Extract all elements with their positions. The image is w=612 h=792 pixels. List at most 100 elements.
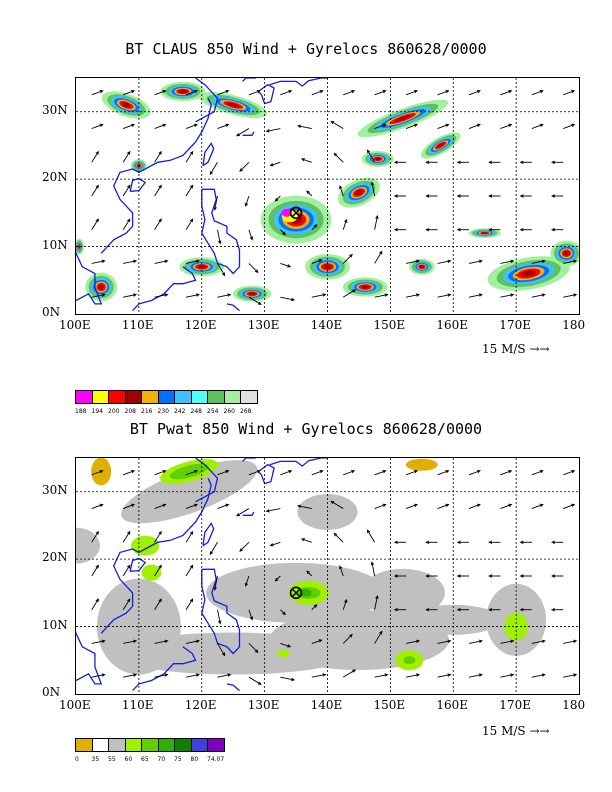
legend-label: 230 [157, 408, 169, 415]
wind-vector [209, 162, 218, 175]
wind-vector-head [370, 181, 375, 186]
wind-vector [248, 90, 261, 96]
wind-vector-head [456, 574, 461, 578]
cloud-shade [98, 284, 104, 290]
wind-vector-head [425, 160, 430, 164]
wind-vector-head [478, 639, 483, 644]
wind-vector-head [158, 598, 162, 603]
wind-vector-head [193, 90, 198, 94]
wind-vector-head [158, 184, 162, 189]
wind-vector [217, 263, 226, 276]
wind-vector [311, 293, 326, 298]
wind-vector-head [425, 194, 430, 198]
wind-vector-head [510, 293, 515, 297]
wind-vector [123, 674, 137, 678]
wind-vector [91, 260, 105, 264]
wind-vector [154, 218, 162, 230]
wind-vector [531, 504, 543, 509]
wind-vector [468, 674, 482, 678]
wind-vector [468, 504, 481, 509]
bottom-map-canvas [76, 458, 579, 694]
coastline [242, 458, 257, 462]
wind-vector-head [319, 470, 324, 474]
wind-vector [374, 124, 386, 129]
wind-vector [468, 294, 482, 298]
wind-vector [248, 229, 253, 240]
cloud-shade [78, 245, 80, 248]
coastline [269, 78, 328, 87]
wind-vector-head [519, 574, 524, 578]
wind-vector [185, 260, 200, 264]
wind-vector [154, 598, 162, 610]
x-tick-label: 160E [436, 318, 469, 332]
wind-vector-head [393, 228, 398, 232]
wind-vector-head [445, 123, 450, 127]
wind-vector [306, 190, 313, 197]
wind-vector-head [551, 540, 555, 544]
coastline [76, 631, 103, 685]
wind-vector-head [227, 673, 232, 677]
wind-vector [185, 598, 194, 610]
wind-vector [236, 128, 250, 137]
x-tick-label: 140E [310, 318, 343, 332]
wind-vector [122, 598, 131, 610]
coastline [132, 646, 197, 692]
gyre-location-cross [291, 588, 301, 598]
wind-vector [500, 470, 512, 476]
legend-label: 260 [223, 408, 235, 415]
wind-vector [217, 504, 229, 509]
wind-vector-head [189, 218, 194, 223]
wind-vector-head [414, 470, 419, 474]
wind-vector-head [425, 540, 430, 544]
wind-vector-head [133, 259, 138, 264]
wind-vector-head [510, 673, 515, 677]
wind-vector-head [519, 608, 524, 612]
wind-vector-head [539, 90, 544, 94]
wind-vector [209, 542, 218, 555]
wind-vector-head [384, 293, 389, 297]
wind-vector-head [164, 259, 169, 264]
wind-vector [311, 604, 317, 611]
wind-vector [214, 195, 218, 210]
coastline [257, 463, 275, 485]
wind-vector-head [382, 90, 387, 94]
wind-vector-head [573, 639, 578, 644]
wind-vector-head [382, 123, 387, 127]
x-tick-label: 170E [499, 318, 531, 332]
wind-vector-head [209, 171, 214, 176]
wind-vector [185, 218, 194, 230]
wind-vector [333, 533, 344, 543]
wind-vector [154, 565, 162, 577]
wind-vector [531, 470, 543, 476]
wind-vector [91, 565, 99, 577]
legend-swatch [124, 390, 143, 404]
top-map-title: BT CLAUS 850 Wind + Gyrelocs 860628/0000 [125, 40, 487, 58]
wind-vector [217, 294, 231, 298]
wind-vector-head [99, 90, 104, 94]
ref-arrow-icon: →→ [529, 342, 550, 356]
legend-swatch [174, 738, 192, 752]
wind-vector [91, 504, 103, 509]
wind-vector [270, 161, 281, 167]
legend-label: 80 [190, 756, 199, 763]
wind-vector-head [162, 90, 167, 94]
wind-vector [339, 565, 344, 577]
wind-vector [122, 151, 131, 163]
wind-vector-head [415, 293, 421, 297]
wind-vector [91, 151, 99, 163]
wind-vector [405, 124, 418, 129]
wind-vector-head [297, 504, 302, 508]
wind-vector-head [425, 228, 430, 232]
legend-swatch [223, 390, 242, 404]
wind-vector-head [571, 90, 576, 94]
wind-vector-head [189, 150, 194, 155]
wind-vector-head [95, 150, 99, 155]
wind-vector [154, 124, 166, 129]
x-tick-label: 160E [436, 698, 469, 712]
wind-vector-head [447, 293, 452, 297]
wind-vector-head [95, 184, 99, 189]
wind-vector [248, 643, 259, 653]
wind-vector-head [488, 574, 493, 578]
wind-vector-head [415, 639, 421, 644]
wind-vector-head [541, 673, 546, 677]
